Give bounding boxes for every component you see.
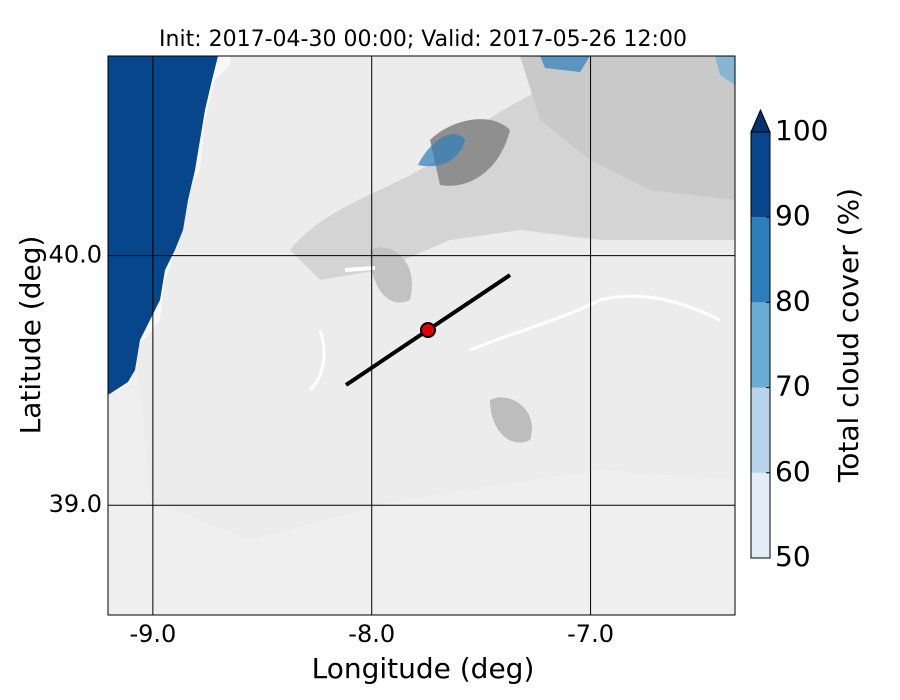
map-frame bbox=[107, 55, 736, 616]
colorbar-label: Total cloud cover (%) bbox=[832, 188, 865, 483]
colorbar-segment bbox=[751, 472, 770, 558]
colorbar-tick-label: 60 bbox=[775, 455, 811, 488]
ocean-cloud bbox=[108, 56, 218, 395]
colorbar-segment bbox=[751, 302, 770, 388]
colorbar-frame bbox=[750, 131, 771, 559]
y-tick-label: 39.0 bbox=[49, 490, 102, 518]
colorbar-segment bbox=[751, 387, 770, 473]
title: Init: 2017-04-30 00:00; Valid: 2017-05-2… bbox=[159, 27, 687, 52]
terrain-low bbox=[108, 56, 735, 615]
river bbox=[469, 294, 721, 352]
colorbar-segment bbox=[751, 132, 770, 218]
terrain-high bbox=[520, 56, 735, 200]
x-tick-label: -8.0 bbox=[348, 620, 395, 648]
graticule bbox=[108, 56, 735, 615]
x-axis-label: Longitude (deg) bbox=[312, 652, 535, 685]
river bbox=[308, 329, 326, 392]
river bbox=[344, 266, 376, 272]
colorbar-segment bbox=[751, 217, 770, 303]
terrain-hill bbox=[370, 247, 412, 303]
colorbar-extend bbox=[750, 108, 771, 133]
terrain-hill bbox=[490, 397, 532, 443]
colorbar-tick-label: 100 bbox=[775, 114, 828, 147]
cloud-patch bbox=[715, 56, 735, 85]
x-tick-label: -7.0 bbox=[567, 620, 614, 648]
cloud-patch bbox=[418, 134, 465, 167]
x-tick-label: -9.0 bbox=[129, 620, 176, 648]
colorbar-tick-label: 90 bbox=[775, 199, 811, 232]
site-marker bbox=[420, 322, 436, 338]
y-tick-label: 40.0 bbox=[49, 241, 102, 269]
colorbar-tick-label: 80 bbox=[775, 284, 811, 317]
colorbar-tick-label: 50 bbox=[775, 540, 811, 573]
cloud-patch bbox=[540, 56, 590, 72]
y-axis-label: Latitude (deg) bbox=[14, 236, 47, 435]
map bbox=[108, 56, 735, 615]
colorbar-tick-label: 70 bbox=[775, 370, 811, 403]
